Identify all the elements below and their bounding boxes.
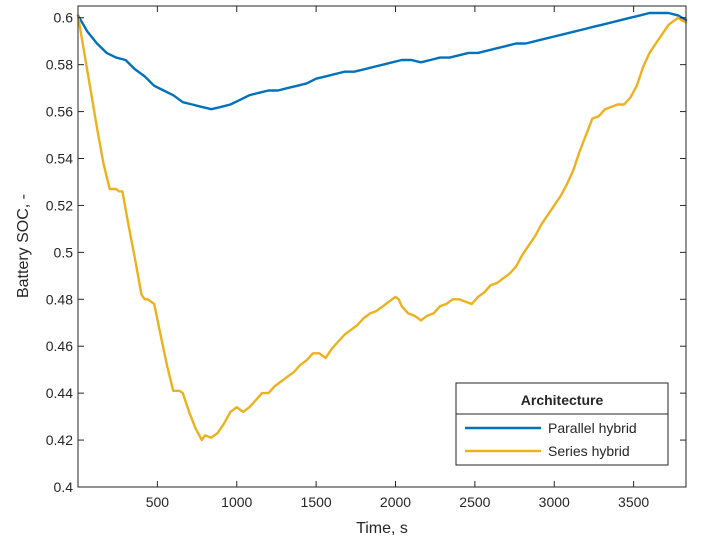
y-tick-label: 0.44 bbox=[46, 385, 73, 401]
y-tick-label: 0.5 bbox=[54, 244, 74, 260]
legend-label-parallel-hybrid: Parallel hybrid bbox=[548, 420, 637, 436]
x-tick-label: 3000 bbox=[539, 494, 570, 510]
y-tick-label: 0.6 bbox=[54, 10, 74, 26]
series-line-parallel-hybrid bbox=[76, 11, 688, 111]
y-axis-ticks: 0.4 0.42 0.44 0.46 0.48 0.5 0.52 0.54 0.56 0.58 0.… bbox=[46, 10, 686, 495]
series-layer bbox=[76, 11, 688, 442]
y-tick-label: 0.48 bbox=[46, 291, 73, 307]
y-axis-label: Battery SOC, - bbox=[15, 194, 32, 298]
x-axis-ticks: 500 1000 1500 2000 2500 3000 3500 bbox=[146, 6, 649, 510]
y-tick-label: 0.58 bbox=[46, 57, 73, 73]
x-tick-label: 500 bbox=[146, 494, 170, 510]
y-tick-label: 0.56 bbox=[46, 104, 73, 120]
legend-title: Architecture bbox=[521, 392, 604, 408]
y-tick-label: 0.52 bbox=[46, 197, 73, 213]
y-tick-label: 0.46 bbox=[46, 338, 73, 354]
axes-box bbox=[77, 5, 687, 488]
x-tick-label: 1500 bbox=[301, 494, 332, 510]
x-tick-label: 2000 bbox=[380, 494, 411, 510]
x-tick-label: 3500 bbox=[618, 494, 649, 510]
y-tick-label: 0.4 bbox=[54, 479, 74, 495]
legend: Architecture Parallel hybrid Series hybr… bbox=[455, 382, 669, 466]
series-line-series-hybrid bbox=[76, 14, 688, 442]
x-tick-label: 1000 bbox=[221, 494, 252, 510]
y-tick-label: 0.54 bbox=[46, 151, 73, 167]
y-tick-label: 0.42 bbox=[46, 432, 73, 448]
x-axis-label: Time, s bbox=[356, 520, 408, 537]
legend-label-series-hybrid: Series hybrid bbox=[548, 443, 630, 459]
x-tick-label: 2500 bbox=[459, 494, 490, 510]
